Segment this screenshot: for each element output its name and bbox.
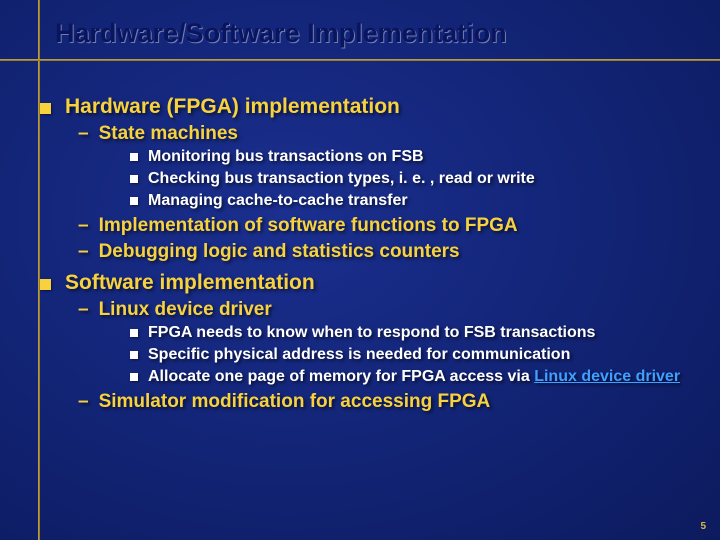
square-bullet-small-icon bbox=[130, 329, 138, 337]
section-heading: Software implementation bbox=[40, 271, 690, 295]
list-item-text: Debugging logic and statistics counters bbox=[99, 241, 460, 263]
dash-bullet-icon: – bbox=[78, 391, 89, 413]
square-bullet-icon bbox=[40, 103, 51, 114]
page-number: 5 bbox=[700, 521, 706, 532]
slide-content: Hardware (FPGA) implementation – State m… bbox=[40, 95, 690, 413]
dash-bullet-icon: – bbox=[78, 299, 89, 321]
list-item: – Implementation of software functions t… bbox=[78, 215, 690, 237]
dash-bullet-icon: – bbox=[78, 215, 89, 237]
square-bullet-small-icon bbox=[130, 197, 138, 205]
dash-bullet-icon: – bbox=[78, 123, 89, 145]
list-item-text: Implementation of software functions to … bbox=[99, 215, 518, 237]
list-item: – Simulator modification for accessing F… bbox=[78, 391, 690, 413]
slide-title: Hardware/Software Implementation bbox=[55, 18, 690, 49]
section-heading: Hardware (FPGA) implementation bbox=[40, 95, 690, 119]
section-heading-text: Software implementation bbox=[65, 271, 315, 295]
slide: Hardware/Software Implementation Hardwar… bbox=[0, 0, 720, 540]
vertical-accent-line bbox=[38, 0, 40, 540]
sub-list-item-text: Monitoring bus transactions on FSB bbox=[148, 147, 424, 167]
sub-list-item: Monitoring bus transactions on FSB bbox=[130, 147, 690, 167]
sub-list-item: Checking bus transaction types, i. e. , … bbox=[130, 169, 690, 189]
square-bullet-icon bbox=[40, 279, 51, 290]
list-item: – Linux device driver bbox=[78, 299, 690, 321]
sub-list-item: Specific physical address is needed for … bbox=[130, 345, 690, 365]
sub-list-item-text: FPGA needs to know when to respond to FS… bbox=[148, 323, 595, 343]
list-item-text: Linux device driver bbox=[99, 299, 272, 321]
sub-list-item-text: Specific physical address is needed for … bbox=[148, 345, 570, 365]
list-item: – State machines bbox=[78, 123, 690, 145]
sub-list-item-text: Managing cache-to-cache transfer bbox=[148, 191, 408, 211]
sub-list-item-text: Checking bus transaction types, i. e. , … bbox=[148, 169, 535, 189]
sub-list-item: FPGA needs to know when to respond to FS… bbox=[130, 323, 690, 343]
square-bullet-small-icon bbox=[130, 153, 138, 161]
list-item-text: Simulator modification for accessing FPG… bbox=[99, 391, 491, 413]
square-bullet-small-icon bbox=[130, 373, 138, 381]
horizontal-accent-line bbox=[0, 59, 720, 61]
title-rule bbox=[40, 55, 690, 67]
square-bullet-small-icon bbox=[130, 351, 138, 359]
dash-bullet-icon: – bbox=[78, 241, 89, 263]
square-bullet-small-icon bbox=[130, 175, 138, 183]
sub-list-item-text: Allocate one page of memory for FPGA acc… bbox=[148, 367, 680, 387]
sub-list-item: Managing cache-to-cache transfer bbox=[130, 191, 690, 211]
section-heading-text: Hardware (FPGA) implementation bbox=[65, 95, 400, 119]
sub-list-item: Allocate one page of memory for FPGA acc… bbox=[130, 367, 690, 387]
list-item: – Debugging logic and statistics counter… bbox=[78, 241, 690, 263]
list-item-text: State machines bbox=[99, 123, 238, 145]
